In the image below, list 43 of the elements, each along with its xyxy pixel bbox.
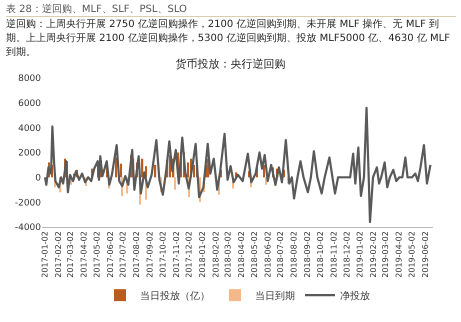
x-tick-label: 2017-03-02 bbox=[66, 231, 76, 278]
legend-label: 净投放 bbox=[340, 290, 370, 302]
legend-label: 当日到期 bbox=[255, 290, 295, 302]
x-tick-label: 2019-03-02 bbox=[381, 231, 390, 278]
x-tick-label: 2018-10-02 bbox=[316, 231, 325, 278]
x-tick-label: 2019-01-02 bbox=[356, 231, 365, 278]
x-tick-label: 2019-05-02 bbox=[407, 231, 416, 278]
x-tick-label: 2017-12-02 bbox=[184, 231, 194, 278]
x-tick-label: 2017-04-02 bbox=[79, 231, 88, 278]
y-tick-label: 0 bbox=[35, 173, 42, 184]
x-tick-label: 2018-06-02 bbox=[263, 231, 272, 278]
y-tick-label: -4000 bbox=[14, 223, 42, 234]
x-tick-label: 2019-04-02 bbox=[394, 231, 404, 278]
y-tick-label: 2000 bbox=[18, 148, 42, 159]
x-tick-label: 2018-09-02 bbox=[303, 231, 312, 278]
y-tick-label: 4000 bbox=[18, 124, 42, 134]
y-tick-label: 6000 bbox=[18, 98, 42, 109]
x-tick-label: 2017-07-02 bbox=[118, 231, 128, 278]
x-tick-label: 2017-11-02 bbox=[172, 231, 181, 278]
y-tick-label: -2000 bbox=[14, 198, 42, 208]
x-tick-label: 2017-09-02 bbox=[145, 231, 154, 278]
x-tick-label: 2017-08-02 bbox=[132, 231, 142, 278]
x-tick-label: 2018-08-02 bbox=[290, 231, 299, 278]
x-tick-label: 2017-05-02 bbox=[92, 231, 102, 278]
x-tick-label: 2019-06-02 bbox=[420, 231, 430, 278]
y-tick-label: 8000 bbox=[18, 74, 42, 84]
x-tick-label: 2017-02-02 bbox=[54, 231, 63, 278]
x-tick-label: 2018-01-02 bbox=[198, 231, 208, 278]
x-tick-label: 2018-05-02 bbox=[250, 231, 259, 278]
text: 表 28：逆回购、MLF、SLF、PSL、SLO bbox=[6, 2, 188, 16]
x-tick-label: 2017-01-02 bbox=[40, 231, 50, 278]
legend-label: 当日投放（亿） bbox=[140, 290, 210, 302]
x-tick-label: 2017-06-02 bbox=[106, 231, 115, 278]
x-tick-label: 2018-07-02 bbox=[276, 231, 286, 278]
text: 逆回购：上周央行开展 2750 亿逆回购操作，2100 亿逆回购到期、未开展 MLF 操作、无 MLF 到期。上上周央行开展 2100 亿逆回购操作，5300 亿逆回购到期、投放 MLF5000 亿、4630 亿 MLF 到期。 bbox=[6, 19, 450, 58]
x-tick-label: 2019-02-02 bbox=[369, 231, 378, 278]
x-tick-label: 2018-04-02 bbox=[236, 231, 246, 278]
x-tick-label: 2017-10-02 bbox=[158, 231, 168, 278]
chart-title: 货币投放：央行逆回购 bbox=[176, 58, 286, 71]
x-tick-label: 2018-12-02 bbox=[342, 231, 352, 278]
x-tick-label: 2018-02-02 bbox=[212, 231, 221, 278]
x-tick-label: 2018-11-02 bbox=[329, 231, 338, 278]
x-tick-label: 2018-03-02 bbox=[224, 231, 233, 278]
